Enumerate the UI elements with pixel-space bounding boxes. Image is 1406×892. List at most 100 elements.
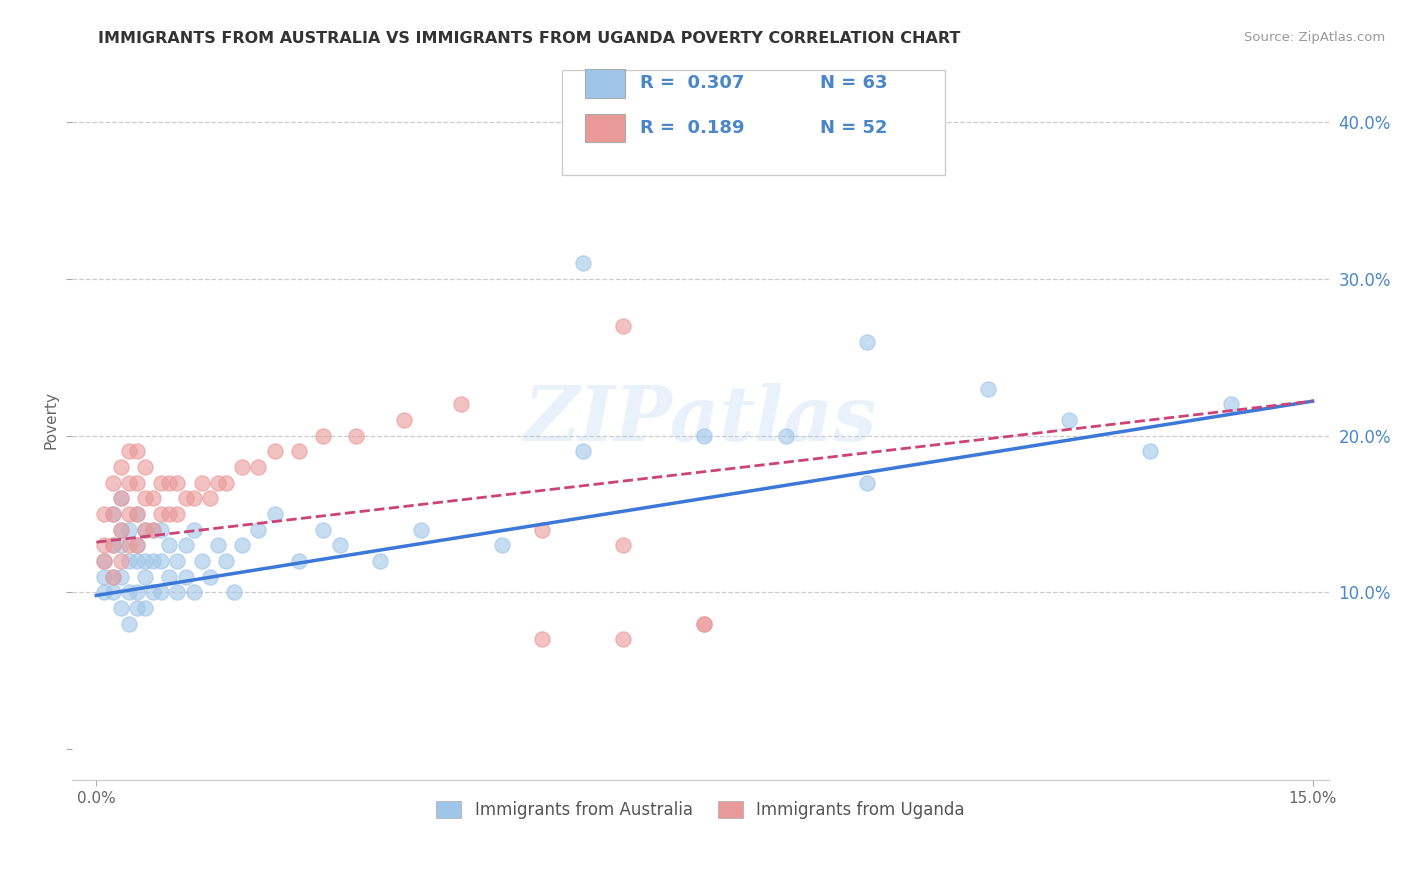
- Point: [450, 397, 472, 411]
- Point: [263, 507, 285, 521]
- Point: [142, 523, 165, 537]
- Point: [142, 585, 165, 599]
- Point: [134, 554, 156, 568]
- Point: [198, 569, 221, 583]
- Point: [247, 459, 270, 474]
- Point: [207, 475, 229, 490]
- Point: [150, 507, 173, 521]
- Point: [693, 428, 716, 442]
- Point: [118, 523, 141, 537]
- Text: N = 63: N = 63: [820, 74, 887, 93]
- Point: [183, 585, 205, 599]
- Point: [93, 585, 115, 599]
- Point: [93, 569, 115, 583]
- Bar: [585, 69, 626, 98]
- Point: [215, 554, 238, 568]
- Point: [166, 475, 188, 490]
- Point: [125, 554, 148, 568]
- Point: [118, 554, 141, 568]
- Point: [247, 523, 270, 537]
- Point: [183, 523, 205, 537]
- Point: [409, 523, 432, 537]
- Point: [344, 428, 367, 442]
- Text: N = 52: N = 52: [820, 119, 887, 137]
- Point: [231, 459, 253, 474]
- Point: [166, 507, 188, 521]
- Point: [110, 554, 132, 568]
- Point: [612, 318, 634, 333]
- Point: [93, 507, 115, 521]
- Point: [101, 538, 124, 552]
- Point: [134, 491, 156, 506]
- Point: [775, 428, 797, 442]
- Point: [183, 491, 205, 506]
- Point: [693, 616, 716, 631]
- Point: [118, 475, 141, 490]
- Point: [174, 538, 197, 552]
- Y-axis label: Poverty: Poverty: [44, 391, 58, 449]
- Point: [190, 554, 212, 568]
- Point: [118, 444, 141, 458]
- Point: [1059, 413, 1081, 427]
- Point: [312, 428, 335, 442]
- Point: [110, 491, 132, 506]
- Point: [231, 538, 253, 552]
- Point: [572, 444, 595, 458]
- Point: [125, 444, 148, 458]
- FancyBboxPatch shape: [562, 70, 945, 175]
- Point: [394, 413, 416, 427]
- Point: [855, 334, 877, 349]
- Point: [118, 616, 141, 631]
- Point: [288, 554, 311, 568]
- Point: [157, 475, 180, 490]
- Text: R =  0.307: R = 0.307: [640, 74, 744, 93]
- Point: [693, 616, 716, 631]
- Point: [166, 554, 188, 568]
- Point: [134, 569, 156, 583]
- Text: ZIPatlas: ZIPatlas: [524, 383, 877, 457]
- Point: [157, 507, 180, 521]
- Point: [101, 569, 124, 583]
- Point: [572, 256, 595, 270]
- Point: [93, 538, 115, 552]
- Point: [110, 523, 132, 537]
- Point: [101, 585, 124, 599]
- Point: [134, 601, 156, 615]
- Point: [125, 585, 148, 599]
- Point: [215, 475, 238, 490]
- Point: [531, 632, 554, 647]
- Point: [125, 538, 148, 552]
- Point: [125, 538, 148, 552]
- Text: R =  0.189: R = 0.189: [640, 119, 745, 137]
- Point: [329, 538, 352, 552]
- Point: [166, 585, 188, 599]
- Point: [190, 475, 212, 490]
- Point: [491, 538, 513, 552]
- Text: IMMIGRANTS FROM AUSTRALIA VS IMMIGRANTS FROM UGANDA POVERTY CORRELATION CHART: IMMIGRANTS FROM AUSTRALIA VS IMMIGRANTS …: [98, 31, 960, 46]
- Point: [134, 523, 156, 537]
- Point: [531, 523, 554, 537]
- Point: [150, 523, 173, 537]
- Point: [101, 475, 124, 490]
- Point: [110, 569, 132, 583]
- Point: [224, 585, 246, 599]
- Point: [134, 523, 156, 537]
- Point: [101, 569, 124, 583]
- Point: [125, 601, 148, 615]
- Point: [125, 507, 148, 521]
- Point: [288, 444, 311, 458]
- Point: [977, 382, 1000, 396]
- Point: [142, 554, 165, 568]
- Point: [263, 444, 285, 458]
- Legend: Immigrants from Australia, Immigrants from Uganda: Immigrants from Australia, Immigrants fr…: [430, 795, 972, 826]
- Point: [118, 538, 141, 552]
- Point: [368, 554, 391, 568]
- Point: [207, 538, 229, 552]
- Point: [101, 507, 124, 521]
- Point: [101, 538, 124, 552]
- Point: [572, 115, 595, 129]
- Point: [118, 507, 141, 521]
- Bar: [585, 113, 626, 143]
- Point: [142, 491, 165, 506]
- Point: [855, 475, 877, 490]
